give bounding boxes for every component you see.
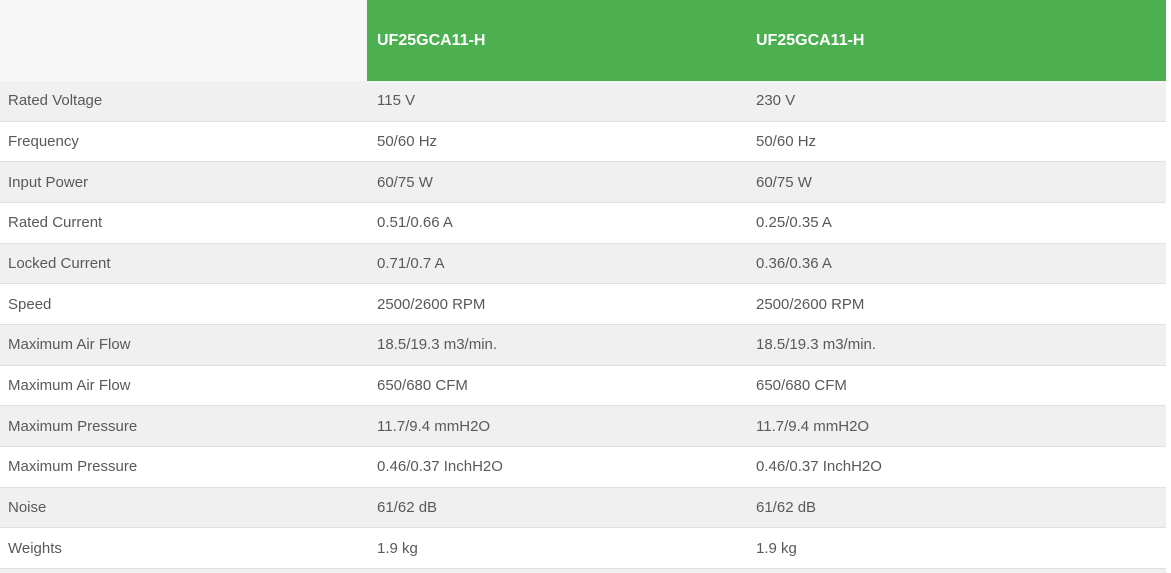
- spec-value-cell-230v: 61/62 dB: [756, 498, 817, 516]
- spec-label-cell: Weights: [8, 539, 62, 557]
- spec-value-cell-230v: 0.25/0.35 A: [756, 214, 832, 232]
- spec-label-cell: Maximum Air Flow: [8, 376, 131, 394]
- spec-value-cell-115v: 11.7/9.4 mmH2O: [377, 417, 491, 435]
- spec-value-cell-115v: 50/60 Hz: [377, 132, 438, 150]
- spec-label-cell: Input Power: [8, 173, 89, 191]
- spec-value-cell-115v: 60/75 W: [377, 173, 433, 191]
- spec-value-cell-115v: 2500/2600 RPM: [377, 295, 486, 313]
- spec-value-cell-115v: 0.46/0.37 InchH2O: [377, 458, 503, 476]
- spec-value-cell-115v: 0.71/0.7 A: [377, 254, 445, 272]
- table-row: Rated Voltage 115 V 230 V: [0, 81, 1166, 122]
- table-row: Weights 1.9 kg 1.9 kg: [0, 528, 1166, 569]
- spec-label-cell: Noise: [8, 498, 47, 516]
- model-column-header-230v: UF25GCA11-H: [746, 0, 1166, 81]
- table-row: Maximum Pressure 0.46/0.37 InchH2O 0.46/…: [0, 446, 1166, 488]
- spec-value-cell-230v: 18.5/19.3 m3/min.: [756, 336, 877, 354]
- table-row: Maximum Air Flow 18.5/19.3 m3/min. 18.5/…: [0, 324, 1166, 366]
- table-row: Rated Current 0.51/0.66 A 0.25/0.35 A: [0, 202, 1166, 244]
- spec-value-cell-230v: 0.46/0.37 InchH2O: [756, 458, 882, 476]
- spec-value-cell-230v: 650/680 CFM: [756, 376, 847, 394]
- spec-value-cell-230v: 2500/2600 RPM: [756, 295, 865, 313]
- cut-off-next-row: [0, 568, 1166, 573]
- table-row: Input Power 60/75 W 60/75 W: [0, 162, 1166, 203]
- spec-value-cell-230v: 50/60 Hz: [756, 132, 817, 150]
- table-row: Maximum Pressure 11.7/9.4 mmH2O 11.7/9.4…: [0, 406, 1166, 447]
- spec-label-cell: Locked Current: [8, 254, 111, 272]
- spec-label-cell: Rated Voltage: [8, 92, 103, 110]
- model-column-header-115v: UF25GCA11-H: [367, 0, 746, 81]
- spec-label-cell: Speed: [8, 295, 52, 313]
- spec-value-cell-230v: 1.9 kg: [756, 539, 797, 557]
- table-header-row: UF25GCA11-H UF25GCA11-H: [0, 0, 1166, 81]
- spec-label-cell: Maximum Pressure: [8, 458, 138, 476]
- spec-label-cell: Frequency: [8, 132, 79, 150]
- spec-value-cell-230v: 230 V: [756, 92, 796, 110]
- table-row: Speed 2500/2600 RPM 2500/2600 RPM: [0, 284, 1166, 325]
- spec-value-cell-115v: 115 V: [377, 92, 416, 110]
- spec-value-cell-115v: 18.5/19.3 m3/min.: [377, 336, 498, 354]
- table-row: Locked Current 0.71/0.7 A 0.36/0.36 A: [0, 243, 1166, 285]
- spec-value-cell-115v: 650/680 CFM: [377, 376, 468, 394]
- table-row: Maximum Air Flow 650/680 CFM 650/680 CFM: [0, 365, 1166, 407]
- spec-value-cell-230v: 60/75 W: [756, 173, 812, 191]
- table-row: Frequency 50/60 Hz 50/60 Hz: [0, 121, 1166, 163]
- table-row: Noise 61/62 dB 61/62 dB: [0, 487, 1166, 529]
- spec-label-cell: Maximum Pressure: [8, 417, 138, 435]
- spec-label-cell: Maximum Air Flow: [8, 336, 131, 354]
- spec-value-cell-115v: 0.51/0.66 A: [377, 214, 453, 232]
- spec-value-cell-230v: 11.7/9.4 mmH2O: [756, 417, 870, 435]
- spec-value-cell-115v: 1.9 kg: [377, 539, 418, 557]
- header-corner-cell: [0, 0, 367, 81]
- spec-value-cell-230v: 0.36/0.36 A: [756, 254, 832, 272]
- spec-label-cell: Rated Current: [8, 214, 103, 232]
- spec-value-cell-115v: 61/62 dB: [377, 498, 438, 516]
